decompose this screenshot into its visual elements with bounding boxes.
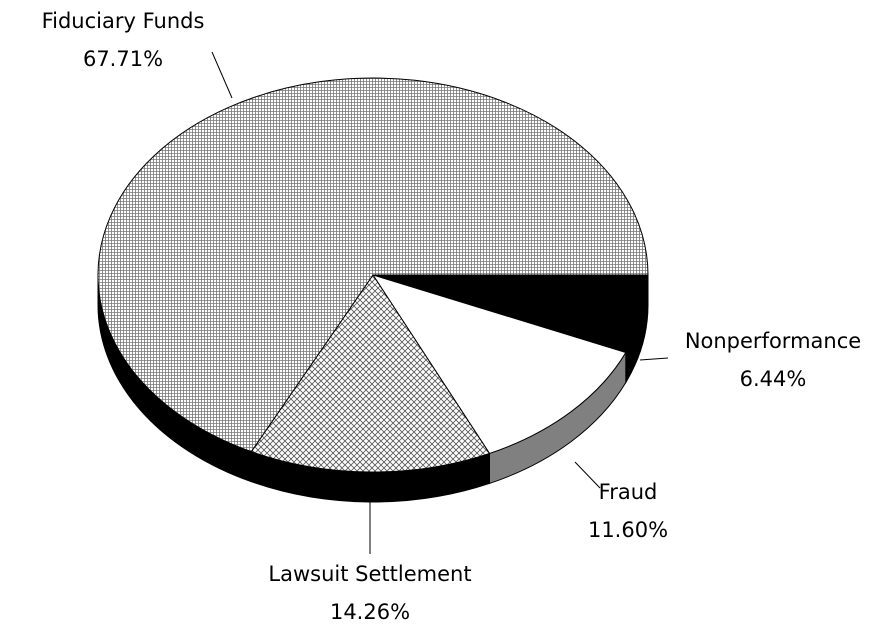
slice-label: Fiduciary Funds bbox=[42, 9, 205, 33]
pie-slice bbox=[97, 77, 649, 453]
pie-slice bbox=[372, 274, 649, 354]
pie-slice bbox=[371, 274, 627, 455]
leader-line bbox=[639, 357, 669, 361]
slice-label: Lawsuit Settlement bbox=[268, 562, 471, 586]
leader-line bbox=[211, 51, 233, 99]
slice-value-label: 67.71% bbox=[83, 47, 163, 71]
slice-value-label: 6.44% bbox=[740, 367, 807, 391]
leader-line bbox=[574, 461, 601, 489]
slice-value-label: 14.26% bbox=[330, 600, 410, 624]
slice-value-label: 11.60% bbox=[588, 518, 668, 542]
pie-slice bbox=[250, 274, 491, 473]
slice-label: Nonperformance bbox=[685, 329, 861, 353]
slice-label: Fraud bbox=[599, 480, 658, 504]
